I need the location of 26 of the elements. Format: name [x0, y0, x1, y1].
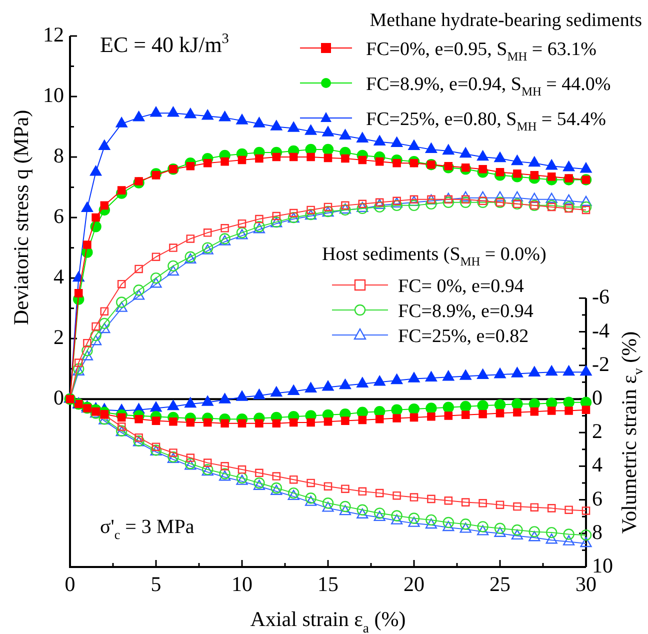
y-tick-label: 8 [54, 144, 64, 168]
y-tick-label: 4 [54, 264, 64, 289]
y-tick-label: 0 [54, 386, 64, 410]
y2-tick-label: 0 [592, 385, 602, 410]
y2-tick-label: -4 [592, 318, 610, 342]
x-tick-label: 25 [490, 572, 510, 596]
y2-tick-label: 4 [592, 452, 603, 477]
x-tick-label: 15 [318, 572, 338, 596]
y-tick-label: 6 [54, 204, 64, 228]
x-tick-label: 20 [404, 572, 424, 596]
y2-tick-label: 8 [592, 520, 602, 544]
x-tick-label: 5 [150, 572, 162, 596]
y-axis-title: Deviatoric stress q (MPa) [9, 110, 33, 326]
y2-tick-label: -2 [592, 352, 610, 376]
legend-title: Methane hydrate-bearing sediments [370, 10, 642, 31]
y2-tick-label: 2 [592, 419, 602, 444]
legend-label: FC=8.9%, e=0.94 [398, 301, 534, 322]
y-tick-label: 10 [43, 83, 64, 108]
legend-label: FC=25%, e=0.82 [398, 326, 529, 347]
y-tick-label: 2 [54, 325, 64, 350]
y2-axis-title: Volumetric strain εv (%) [617, 331, 646, 534]
x-tick-label: 10 [232, 572, 252, 596]
y2-tick-label: -6 [592, 284, 610, 309]
legend-label: FC= 0%, e=0.94 [398, 276, 524, 297]
y-tick-label: 12 [43, 22, 64, 47]
y2-tick-label: 6 [592, 486, 602, 510]
